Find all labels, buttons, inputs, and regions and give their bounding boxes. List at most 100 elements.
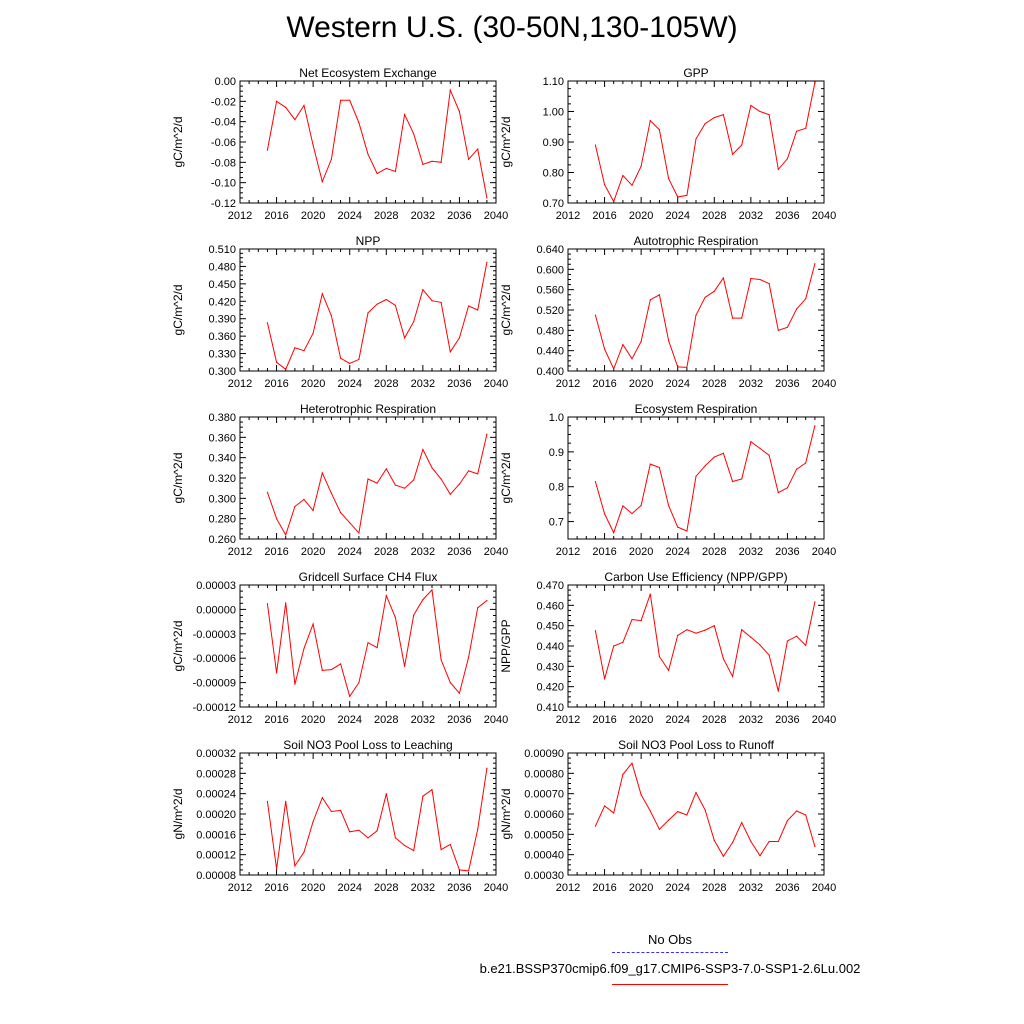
data-point [741,317,743,319]
page-title: Western U.S. (30-50N,130-105W) [286,11,738,44]
data-point [722,452,725,454]
data-point [376,482,378,484]
chart-title: Net Ecosystem Exchange [299,66,437,80]
y-tick-label: 0.460 [536,600,564,612]
x-tick-label: 2028 [702,546,726,558]
data-point [477,148,479,150]
data-point [622,505,624,507]
data-point [695,632,697,634]
data-point [413,614,415,616]
data-point [677,634,679,637]
data-point [467,656,470,658]
data-point [385,594,387,597]
data-point [294,865,296,867]
data-point [431,467,433,469]
data-point [477,607,479,609]
x-tick-label: 2016 [592,378,616,390]
x-tick-label: 2028 [374,210,398,222]
data-point [422,163,424,165]
y-tick-label: -0.12 [211,198,236,210]
x-tick-label: 2032 [411,714,435,726]
plot-frame [239,248,497,372]
x-tick-label: 2016 [264,882,288,894]
y-tick-label: 0.560 [536,285,564,297]
data-point [667,669,670,672]
data-point [358,682,360,684]
data-point [312,821,314,823]
x-tick-label: 2040 [812,210,836,222]
series-line [266,434,488,537]
y-axis-label: gN/m^2/d [171,789,185,840]
data-point [750,441,752,443]
data-point [458,110,461,113]
data-point [603,184,606,186]
chart-panel-5: Ecosystem Respiration gC/m^2/d 2012 2016 202… [499,402,836,558]
y-tick-label: -0.02 [211,96,236,108]
data-point [631,618,633,621]
data-point [658,466,661,469]
data-point [649,593,651,595]
x-tick-label: 2012 [228,882,252,894]
x-tick-label: 2036 [447,378,471,390]
data-point [467,870,470,872]
chart-title: Carbon Use Efficiency (NPP/GPP) [604,570,787,584]
data-point [285,602,287,604]
x-tick-label: 2016 [264,378,288,390]
data-point [422,289,424,291]
x-tick-label: 2036 [775,546,799,558]
data-point [403,487,406,489]
data-point [266,491,269,493]
data-point [275,868,278,870]
data-point [431,589,433,591]
data-point [786,158,789,160]
data-point [649,120,651,122]
data-point [759,110,761,113]
y-tick-label: -0.10 [211,178,236,190]
data-point [321,472,323,474]
data-point [294,119,296,121]
y-axis-label: gC/m^2/d [171,621,185,672]
x-tick-label: 2028 [702,378,726,390]
data-point [759,278,761,281]
data-point [422,448,424,451]
data-point [750,636,752,638]
y-tick-label: 1.10 [543,76,564,88]
data-point [667,504,670,507]
y-tick-label: 0.300 [208,366,236,378]
data-point [795,468,798,470]
data-point [312,509,314,512]
chart-title: NPP [356,234,381,248]
y-tick-label: 0.00070 [524,789,564,801]
y-tick-label: 0.300 [208,493,236,505]
data-point [413,321,415,323]
data-point [477,309,479,311]
data-point [594,314,597,316]
y-tick-label: 0.380 [208,412,236,424]
x-tick-label: 2024 [337,378,361,390]
data-point [367,478,369,480]
data-point [486,197,488,199]
chart-panel-4: Heterotrophic Respiration gC/m^2/d 2012 201… [171,402,508,558]
y-tick-label: 0.80 [543,168,564,180]
data-point [722,855,725,857]
data-point [631,184,633,186]
x-tick-label: 2012 [228,546,252,558]
data-point [658,294,661,296]
x-tick-label: 2024 [337,546,361,558]
x-tick-label: 2024 [665,714,689,726]
data-point [376,303,378,305]
data-point [686,194,688,196]
data-point [704,123,706,125]
data-point [741,821,743,824]
data-point [403,665,406,667]
x-tick-label: 2016 [264,210,288,222]
data-point [667,339,670,342]
y-tick-label: 0.00028 [196,768,236,780]
data-point [741,144,743,146]
data-point [431,300,433,302]
plot-frame [239,584,497,708]
data-point [275,100,278,102]
data-point [795,308,798,310]
data-point [613,532,615,534]
chart-panel-3: Autotrophic Respiration gC/m^2/d 2012 2016 2… [499,234,836,390]
